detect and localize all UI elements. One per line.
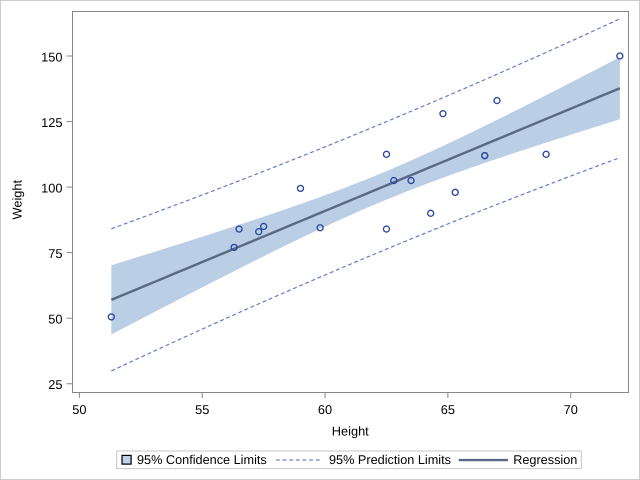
svg-text:25: 25 (48, 377, 62, 392)
svg-text:95% Prediction Limits: 95% Prediction Limits (329, 453, 451, 467)
svg-text:60: 60 (318, 402, 332, 417)
svg-text:125: 125 (41, 115, 62, 130)
svg-text:50: 50 (48, 312, 62, 327)
svg-text:Weight: Weight (9, 179, 24, 219)
svg-text:100: 100 (41, 180, 62, 195)
svg-text:Height: Height (332, 423, 369, 438)
svg-text:75: 75 (48, 246, 62, 261)
svg-text:95% Confidence Limits: 95% Confidence Limits (137, 453, 267, 467)
svg-text:70: 70 (564, 402, 578, 417)
svg-text:50: 50 (72, 402, 86, 417)
svg-text:150: 150 (41, 49, 62, 64)
svg-text:65: 65 (441, 402, 455, 417)
svg-text:Regression: Regression (513, 453, 577, 467)
svg-text:55: 55 (195, 402, 209, 417)
